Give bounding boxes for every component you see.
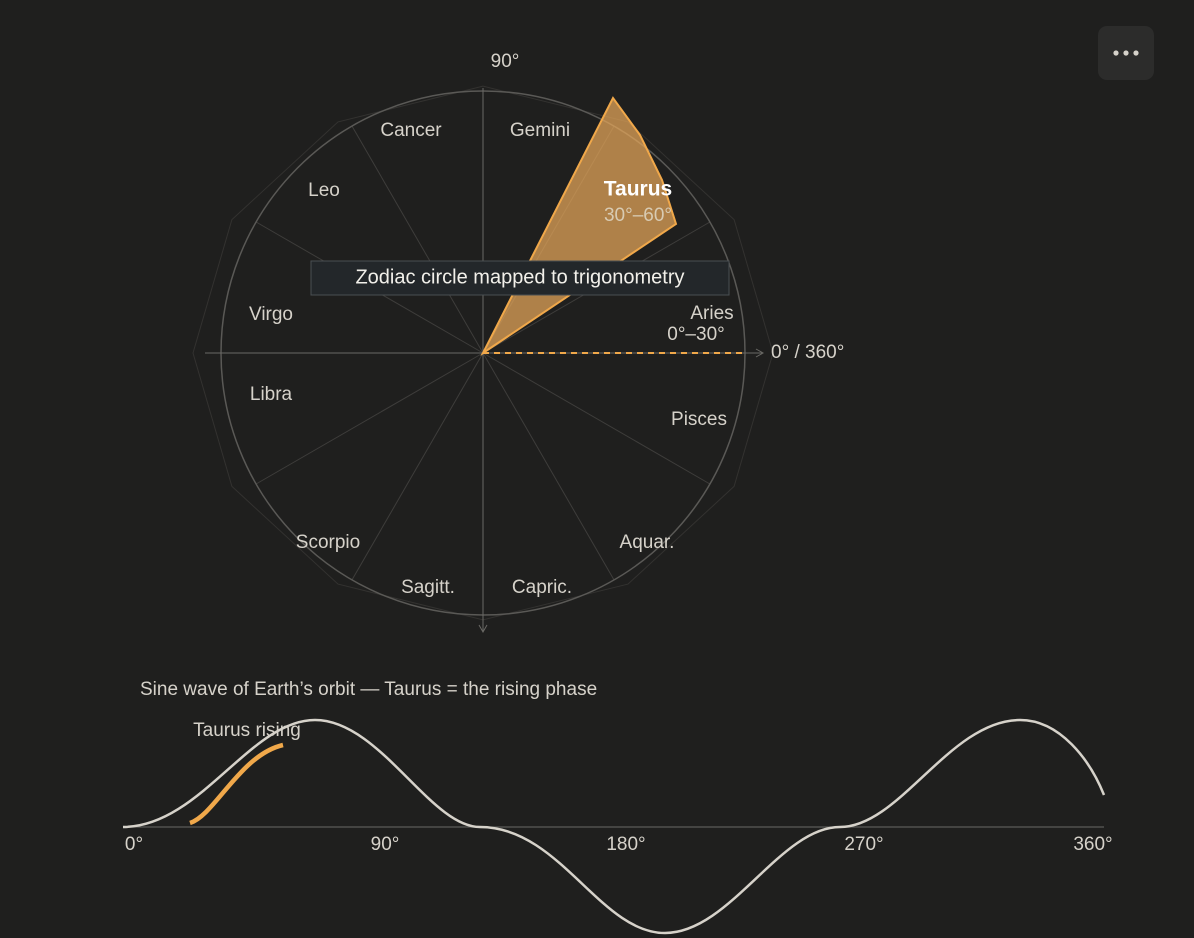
sign-label: Leo: [308, 180, 340, 201]
tooltip: Zodiac circle mapped to trigonometry: [355, 266, 684, 288]
sign-range: 30°–60°: [604, 205, 672, 226]
axis-label: 90°: [491, 51, 520, 72]
tooltip-box: [310, 260, 730, 296]
x-arrow: [755, 348, 765, 358]
sign-range: 0°–30°: [667, 324, 724, 345]
tick-label: 0°: [125, 834, 143, 855]
sign-label: Cancer: [380, 120, 442, 141]
spoke: [351, 125, 484, 354]
dot: [1113, 50, 1119, 56]
sign-label: Libra: [250, 384, 293, 405]
wave: [122, 718, 1106, 935]
sign-label: Pisces: [671, 409, 727, 430]
sign-label: Scorpio: [296, 532, 360, 553]
spoke: [351, 352, 484, 581]
spoke: [255, 352, 484, 485]
tick-label: 270°: [844, 834, 883, 855]
y-arrow: [478, 624, 488, 634]
sign-label: Taurus: [604, 178, 672, 201]
tick-label: 360°: [1073, 834, 1112, 855]
sign-label: Capric.: [512, 577, 572, 598]
sign-label: Aquar.: [620, 532, 675, 553]
zodiac-wheel: 90° 0° / 360° Aries 0°–30° Taurus 30°–60…: [192, 51, 844, 634]
spoke: [482, 352, 615, 581]
dot: [1123, 50, 1129, 56]
highlight-label: Taurus rising: [193, 720, 301, 741]
spoke: [482, 352, 711, 485]
wave-title: Sine wave of Earth’s orbit — Taurus = th…: [140, 679, 597, 700]
wave-highlight: [189, 742, 284, 826]
dot: [1133, 50, 1139, 56]
menu-button[interactable]: [1098, 26, 1154, 80]
tick-label: 90°: [371, 834, 400, 855]
sign-label: Aries: [690, 303, 733, 324]
sign-label: Virgo: [249, 304, 293, 325]
sign-label: Gemini: [510, 120, 570, 141]
sine-wave: Sine wave of Earth’s orbit — Taurus = th…: [122, 679, 1113, 935]
sign-label: Sagitt.: [401, 577, 455, 598]
axis-label: 0° / 360°: [771, 342, 844, 363]
tick-label: 180°: [606, 834, 645, 855]
